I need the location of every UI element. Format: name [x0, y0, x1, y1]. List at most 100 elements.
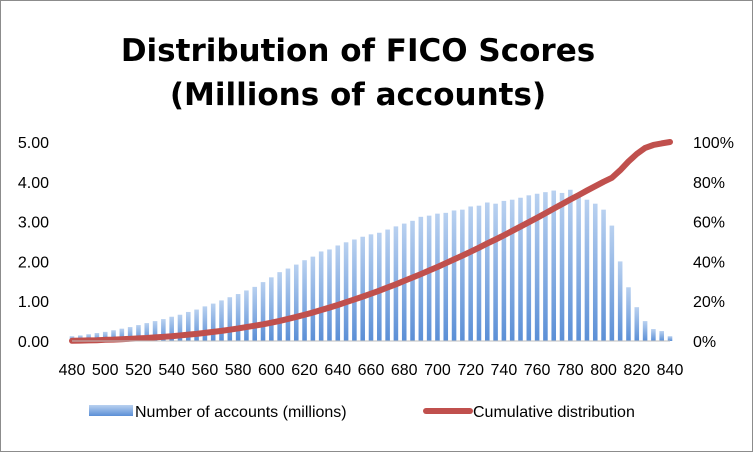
bar [94, 333, 100, 341]
bar [194, 309, 199, 341]
bar [617, 261, 623, 341]
bar [318, 251, 324, 341]
bar [468, 206, 473, 341]
bar [152, 321, 158, 341]
x-tick-label: 820 [623, 362, 650, 379]
y-left-tick-label: 3.00 [18, 215, 49, 232]
y-right-tick-label: 20% [693, 294, 725, 311]
bar [601, 209, 606, 341]
x-axis: 480 500 520 540 560 580 600 620 640 660 680 700 720 7… [59, 362, 684, 379]
x-tick-label: 760 [524, 362, 551, 379]
y-left-tick-label: 5.00 [18, 135, 49, 152]
bar [177, 314, 183, 341]
bar [335, 245, 341, 341]
x-tick-label: 560 [192, 362, 219, 379]
x-tick-label: 600 [258, 362, 285, 379]
x-tick-label: 780 [557, 362, 584, 379]
bar [293, 264, 299, 341]
bar [493, 203, 498, 341]
x-tick-label: 640 [324, 362, 351, 379]
bar [518, 197, 523, 341]
bar [592, 203, 598, 341]
bar [559, 192, 565, 341]
x-tick-label: 480 [59, 362, 86, 379]
bar [410, 220, 415, 341]
bar [534, 193, 540, 341]
legend-label-accounts: Number of accounts (millions) [135, 404, 347, 421]
bar [667, 336, 673, 341]
bar [634, 307, 640, 341]
bar [161, 319, 166, 341]
bar [102, 331, 108, 341]
line-series-cumulative [69, 139, 673, 344]
y-right-tick-label: 0% [693, 334, 716, 351]
bar [310, 256, 316, 341]
bar [626, 287, 631, 341]
x-tick-label: 720 [457, 362, 484, 379]
bar [377, 232, 382, 341]
x-tick-label: 580 [225, 362, 252, 379]
bar [244, 290, 249, 341]
bar [642, 321, 648, 341]
bar [252, 286, 258, 341]
bar [451, 210, 457, 341]
x-tick-label: 840 [657, 362, 684, 379]
bar [144, 323, 150, 341]
bar [551, 190, 557, 341]
bar [443, 212, 449, 341]
x-tick-label: 700 [424, 362, 451, 379]
x-tick-label: 740 [491, 362, 518, 379]
y-right-tick-label: 100% [693, 135, 734, 152]
x-tick-label: 620 [291, 362, 318, 379]
bar [269, 277, 274, 341]
y-axis-left: 0.00 1.00 2.00 3.00 4.00 5.00 [18, 135, 49, 351]
bar [227, 297, 233, 341]
bar [609, 225, 615, 341]
bar [185, 311, 191, 341]
bar [219, 300, 224, 341]
bar [460, 209, 465, 341]
bar [302, 260, 307, 341]
bar [584, 199, 590, 341]
bar [202, 306, 208, 341]
bar [360, 236, 365, 341]
y-left-tick-label: 4.00 [18, 175, 49, 192]
x-tick-label: 800 [590, 362, 617, 379]
bar [127, 327, 133, 341]
bar [210, 303, 216, 341]
bar [260, 282, 266, 341]
bar [543, 192, 548, 341]
bar-series-accounts [69, 189, 673, 341]
bar [327, 249, 332, 341]
bar [111, 330, 116, 341]
y-right-tick-label: 60% [693, 215, 725, 232]
bar [343, 242, 349, 341]
bar [136, 325, 141, 341]
bar [476, 205, 482, 341]
bar [651, 329, 656, 341]
y-left-tick-label: 1.00 [18, 294, 49, 311]
bar [352, 239, 357, 341]
bar [659, 331, 664, 341]
chart-title-line-1: Distribution of FICO Scores [121, 33, 595, 69]
bar [235, 294, 241, 341]
bar [169, 316, 174, 341]
bar [435, 213, 440, 341]
bar [568, 189, 573, 341]
legend: Number of accounts (millions) Cumulative… [89, 404, 635, 421]
legend-swatch-accounts [89, 405, 133, 416]
y-left-tick-label: 2.00 [18, 254, 49, 271]
bar [501, 200, 507, 341]
x-tick-label: 540 [158, 362, 185, 379]
y-right-tick-label: 80% [693, 175, 725, 192]
bar [576, 196, 581, 341]
bar [526, 195, 532, 341]
bar [119, 328, 125, 341]
bar [509, 199, 515, 341]
x-tick-label: 660 [358, 362, 385, 379]
y-right-tick-label: 40% [693, 254, 725, 271]
x-tick-label: 680 [391, 362, 418, 379]
bar [484, 202, 490, 341]
